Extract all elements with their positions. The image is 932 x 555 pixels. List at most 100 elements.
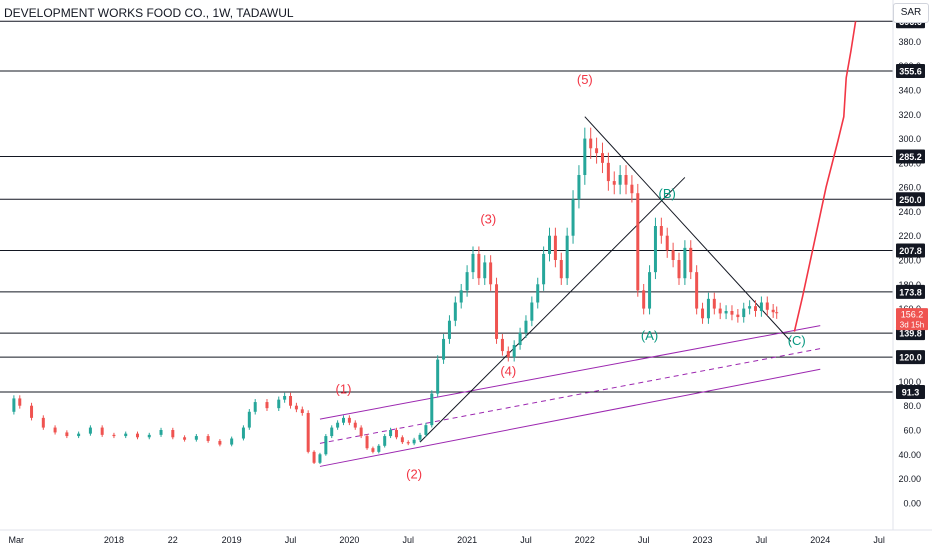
candle-body [453,302,457,321]
candle-body [477,253,481,279]
countdown-label: 3d 15h [900,321,924,330]
level-price-tag [896,64,925,79]
candle-body [330,427,334,437]
x-tick-label: 2024 [810,535,830,545]
trendline-channel-middle [319,348,821,444]
y-tick-label: 100.0 [898,377,921,387]
candle-body [194,436,198,440]
candle-body [418,434,422,440]
candle-body [618,175,622,185]
level-price-label: 285.2 [899,152,922,162]
projection-path [793,21,857,332]
currency-button[interactable]: SAR [893,3,929,23]
candle-body [294,405,298,410]
x-tick-label: 22 [168,535,178,545]
candle-body [489,262,493,285]
candle-body [365,436,369,449]
candle-body [659,226,663,236]
candle-body [394,430,398,438]
x-tick-label: Jul [520,535,532,545]
y-tick-label: 220.0 [898,231,921,241]
level-price-tag [896,149,925,164]
candle-body [430,393,434,426]
candle-body [665,235,669,251]
trendline-channel-upper [319,325,821,420]
candle-body [583,138,587,175]
y-tick-label: 340.0 [898,86,921,96]
candle-body [336,422,340,428]
level-price-label: 120.0 [899,353,922,363]
candle-body [542,253,546,285]
projection [793,21,857,332]
candle-body [565,235,569,279]
candle-body [512,345,516,358]
candle-body [12,398,16,412]
trend-lines [319,116,821,467]
candle-body [135,433,139,438]
candle-body [53,427,57,433]
candle-body [389,430,393,437]
candle-body [265,402,269,409]
candle-body [359,427,363,437]
candle-body [589,138,593,149]
candle-body [495,284,499,339]
y-tick-label: 200.0 [898,256,921,266]
candle-body [112,434,116,437]
level-price-tag [896,350,925,365]
candle-body [341,417,345,423]
candle-body [41,417,45,428]
candle-body [754,306,758,311]
candle-body [765,302,769,310]
y-tick-label: 180.0 [898,280,921,290]
y-tick-label: 20.00 [898,474,921,484]
level-price-tag [896,243,925,258]
candle-body [701,308,705,319]
horizontal-levels [0,20,893,393]
candle-body [18,398,22,406]
current-price-label: 156.2 [901,310,924,320]
candle-body [748,306,752,309]
candle-body [183,437,187,440]
candle-body [324,436,328,455]
candle-body [277,399,281,409]
candle-body [771,309,775,313]
trendline-falling-trendline [584,116,792,342]
price-axis-bg [893,0,932,550]
level-price-label: 207.8 [899,246,922,256]
candle-body [300,409,304,413]
candle-body [442,338,446,360]
x-tick-label: 2023 [693,535,713,545]
candle-body [548,235,552,254]
candle-body [736,314,740,318]
level-price-tag [896,284,925,299]
current-price-tag [896,308,928,331]
level-price-label: 355.6 [899,67,922,77]
candle-body [500,338,504,352]
candle-body [436,359,440,394]
wave-label: (A) [641,328,658,343]
candle-body [247,411,251,428]
x-tick-label: Jul [402,535,414,545]
candle-body [724,311,728,314]
candle-body [775,312,779,314]
candle-body [77,433,81,437]
candle-body [100,427,104,435]
candle-body [577,175,581,200]
trendline-rising-trendline [419,177,686,443]
y-tick-label: 260.0 [898,183,921,193]
candle-body [347,417,351,423]
candle-body [600,153,604,163]
candles [12,127,779,464]
candle-body [683,247,687,279]
candle-body [595,148,599,154]
candle-body [759,302,763,311]
wave-label: (4) [500,363,516,378]
candle-body [653,226,657,273]
level-price-label: 91.3 [902,387,920,397]
candle-body [530,302,534,321]
candle-body [124,433,128,437]
candle-body [306,413,310,452]
candle-body [88,427,92,434]
